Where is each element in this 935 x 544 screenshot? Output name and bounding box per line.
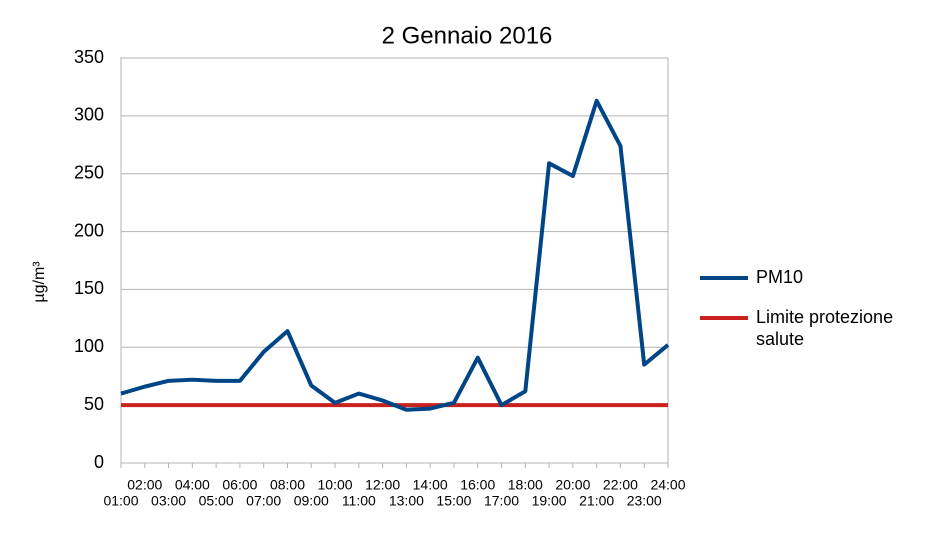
x-tick-label: 01:00 — [103, 493, 138, 509]
y-tick-label: 200 — [74, 220, 104, 240]
x-tick-label: 09:00 — [294, 493, 329, 509]
y-tick-label: 350 — [74, 47, 104, 67]
x-tick-label: 23:00 — [627, 493, 662, 509]
y-tick-label: 100 — [74, 336, 104, 356]
x-tick-label: 05:00 — [199, 493, 234, 509]
legend: PM10 Limite protezione salute — [700, 266, 925, 368]
legend-swatch — [700, 316, 748, 320]
legend-item: PM10 — [700, 266, 925, 288]
plot-border — [120, 57, 669, 464]
x-tick-label: 06:00 — [222, 477, 257, 493]
x-tick-label: 14:00 — [413, 477, 448, 493]
legend-label: PM10 — [756, 267, 804, 287]
x-tick-label: 03:00 — [151, 493, 186, 509]
x-tick-label: 19:00 — [532, 493, 567, 509]
x-tick-label: 18:00 — [508, 477, 543, 493]
x-tick-label: 22:00 — [603, 477, 638, 493]
x-tick-label: 08:00 — [270, 477, 305, 493]
y-tick-label: 50 — [84, 394, 104, 414]
y-tick-label: 300 — [74, 105, 104, 125]
x-tick-label: 15:00 — [436, 493, 471, 509]
series-line — [120, 98, 670, 412]
legend-label: Limite protezione salute — [756, 307, 894, 349]
legend-item: Limite protezione salute — [700, 306, 925, 350]
x-tick-label: 04:00 — [175, 477, 210, 493]
x-tick-label: 12:00 — [365, 477, 400, 493]
y-tick-label: 150 — [74, 278, 104, 298]
x-tick-label: 10:00 — [318, 477, 353, 493]
x-tick-label: 13:00 — [389, 493, 424, 509]
y-axis-label: µg/m³ — [31, 261, 48, 303]
x-tick-label: 16:00 — [460, 477, 495, 493]
x-tick-label: 02:00 — [127, 477, 162, 493]
y-tick-label: 250 — [74, 162, 104, 182]
chart-title: 2 Gennaio 2016 — [382, 22, 553, 49]
x-tick-label: 21:00 — [579, 493, 614, 509]
legend-swatch — [700, 276, 748, 280]
x-tick-label: 24:00 — [650, 477, 685, 493]
x-tick-label: 17:00 — [484, 493, 519, 509]
y-tick-label: 0 — [94, 452, 104, 472]
x-tick-label: 20:00 — [555, 477, 590, 493]
x-tick-label: 11:00 — [342, 493, 376, 509]
x-tick-label: 07:00 — [246, 493, 281, 509]
